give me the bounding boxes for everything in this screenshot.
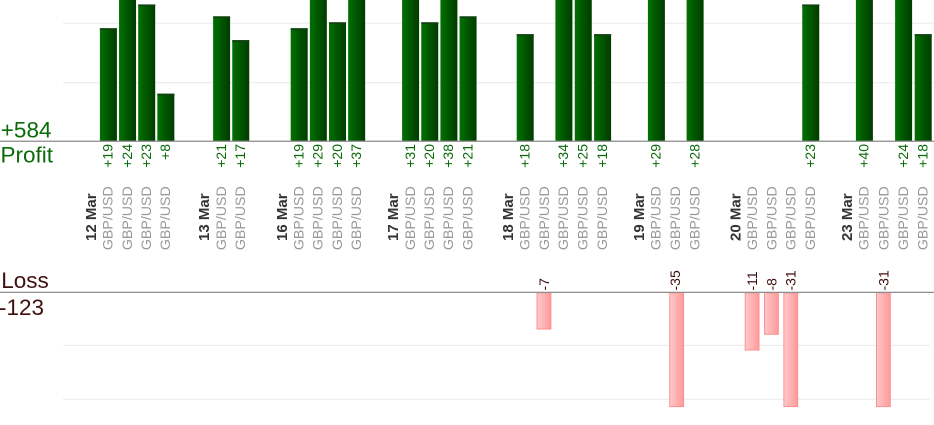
svg-text:+28: +28	[686, 144, 702, 168]
svg-text:+20: +20	[329, 144, 345, 168]
svg-text:+20: +20	[421, 144, 437, 168]
svg-text:GBP/USD: GBP/USD	[764, 186, 780, 250]
svg-text:GBP/USD: GBP/USD	[876, 186, 892, 250]
svg-text:+19: +19	[291, 144, 307, 168]
svg-text:GBP/USD: GBP/USD	[139, 186, 155, 250]
svg-text:+29: +29	[648, 144, 664, 168]
svg-text:GBP/USD: GBP/USD	[518, 186, 534, 250]
svg-text:GBP/USD: GBP/USD	[233, 186, 249, 250]
svg-text:13 Mar: 13 Mar	[196, 193, 213, 241]
svg-text:Loss: Loss	[1, 268, 49, 293]
svg-text:-8: -8	[763, 278, 779, 291]
svg-text:20 Mar: 20 Mar	[727, 193, 744, 241]
svg-text:GBP/USD: GBP/USD	[330, 186, 346, 250]
svg-text:GBP/USD: GBP/USD	[460, 186, 476, 250]
svg-text:GBP/USD: GBP/USD	[403, 186, 419, 250]
svg-text:23 Mar: 23 Mar	[839, 193, 856, 241]
svg-text:-7: -7	[536, 278, 552, 291]
svg-text:-35: -35	[667, 270, 683, 290]
svg-text:GBP/USD: GBP/USD	[556, 186, 572, 250]
svg-text:GBP/USD: GBP/USD	[896, 186, 912, 250]
svg-text:GBP/USD: GBP/USD	[784, 186, 800, 250]
svg-text:+25: +25	[575, 144, 591, 168]
svg-text:GBP/USD: GBP/USD	[158, 186, 174, 250]
svg-text:+29: +29	[310, 144, 326, 168]
svg-text:16 Mar: 16 Mar	[274, 193, 291, 241]
svg-text:GBP/USD: GBP/USD	[649, 186, 665, 250]
svg-text:+34: +34	[555, 144, 571, 168]
svg-text:+24: +24	[895, 144, 911, 168]
svg-text:+24: +24	[119, 144, 135, 168]
svg-text:GBP/USD: GBP/USD	[687, 186, 703, 250]
svg-text:18 Mar: 18 Mar	[500, 193, 517, 241]
svg-text:GBP/USD: GBP/USD	[745, 186, 761, 250]
svg-text:GBP/USD: GBP/USD	[576, 186, 592, 250]
svg-text:+17: +17	[232, 144, 248, 168]
svg-text:GBP/USD: GBP/USD	[916, 186, 932, 250]
svg-text:19 Mar: 19 Mar	[631, 193, 648, 241]
svg-text:+19: +19	[100, 144, 116, 168]
svg-text:Profit: Profit	[1, 143, 54, 168]
svg-text:GBP/USD: GBP/USD	[668, 186, 684, 250]
svg-text:-123: -123	[0, 295, 44, 320]
svg-text:+21: +21	[213, 144, 229, 168]
svg-text:GBP/USD: GBP/USD	[349, 186, 365, 250]
svg-text:GBP/USD: GBP/USD	[120, 186, 136, 250]
svg-text:+21: +21	[459, 144, 475, 168]
svg-text:+584: +584	[1, 118, 52, 143]
svg-text:-31: -31	[875, 270, 891, 290]
svg-text:GBP/USD: GBP/USD	[292, 186, 308, 250]
svg-text:-31: -31	[783, 270, 799, 290]
svg-text:GBP/USD: GBP/USD	[214, 186, 230, 250]
svg-text:+18: +18	[594, 144, 610, 168]
svg-text:GBP/USD: GBP/USD	[595, 186, 611, 250]
svg-text:-11: -11	[744, 271, 760, 290]
svg-text:GBP/USD: GBP/USD	[422, 186, 438, 250]
svg-text:+38: +38	[440, 144, 456, 168]
svg-text:12 Mar: 12 Mar	[83, 193, 100, 241]
svg-text:+8: +8	[157, 144, 173, 160]
svg-text:GBP/USD: GBP/USD	[101, 186, 117, 250]
svg-text:+18: +18	[915, 144, 931, 168]
svg-text:+23: +23	[802, 144, 818, 168]
svg-text:+31: +31	[402, 144, 418, 168]
svg-text:17 Mar: 17 Mar	[385, 193, 402, 241]
svg-text:GBP/USD: GBP/USD	[311, 186, 327, 250]
svg-text:GBP/USD: GBP/USD	[537, 186, 553, 250]
svg-text:+37: +37	[348, 144, 364, 168]
svg-text:GBP/USD: GBP/USD	[857, 186, 873, 250]
svg-text:GBP/USD: GBP/USD	[441, 186, 457, 250]
svg-text:GBP/USD: GBP/USD	[803, 186, 819, 250]
svg-text:+40: +40	[856, 144, 872, 168]
svg-text:+18: +18	[517, 144, 533, 168]
svg-text:+23: +23	[138, 144, 154, 168]
